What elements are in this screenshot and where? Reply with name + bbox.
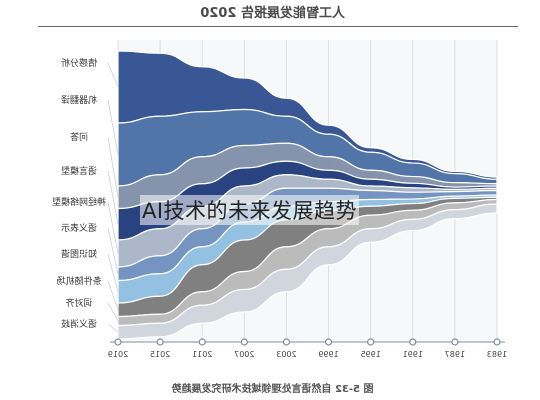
x-tick-marker	[156, 338, 164, 346]
x-tick-marker	[367, 338, 375, 346]
x-tick-label: 1987	[445, 350, 465, 359]
series-label-leader	[107, 170, 119, 225]
x-tick-label: 1991	[403, 350, 423, 359]
series-label: 知识图谱	[61, 248, 97, 260]
x-tick-marker	[114, 338, 122, 346]
x-tick-marker	[282, 338, 291, 346]
series-label-leader	[107, 323, 119, 333]
series-label: 语义表示	[61, 222, 97, 234]
x-tick-label: 1983	[487, 350, 507, 359]
x-tick-label: 1995	[360, 350, 380, 359]
x-tick-label: 2011	[192, 350, 212, 359]
series-label: 机器翻译	[61, 94, 97, 106]
x-tick-marker	[240, 338, 248, 346]
x-tick-marker	[409, 338, 417, 346]
x-tick-label: 2003	[276, 350, 296, 359]
series-label-leader	[107, 201, 119, 254]
series-label: 情感分析	[61, 57, 97, 69]
series-label: 神经网络模型	[52, 196, 106, 208]
series-label: 条件随机场	[56, 275, 101, 287]
overlay-title: AI技术的未来发展趋势	[140, 195, 360, 225]
series-label-leader	[107, 280, 119, 310]
series-label-leader	[107, 99, 119, 155]
x-tick-label: 2015	[150, 350, 170, 359]
series-label-leader	[107, 136, 119, 198]
header-divider	[38, 26, 518, 27]
x-axis: 1983 1987 1991 1995 1999 2003 2007 2011 2015 2019	[108, 338, 507, 359]
x-tick-marker	[451, 338, 459, 346]
series-label: 语义消歧	[61, 318, 97, 330]
series-label-leader	[107, 62, 119, 88]
series-label-leader	[107, 253, 119, 292]
x-tick-marker	[493, 338, 501, 346]
series-label-leader	[107, 302, 119, 322]
series-label: 语言模型	[61, 165, 97, 177]
series-label: 问答	[70, 131, 88, 143]
x-tick-label: 1999	[318, 350, 338, 359]
figure-caption: 图 5-32 自然语言处理领域技术研究发展趋势	[171, 384, 374, 395]
x-tick-label: 2007	[234, 350, 254, 359]
series-label-leader	[107, 227, 119, 274]
x-tick-marker	[198, 338, 206, 346]
series-label: 词对齐	[65, 297, 92, 309]
x-tick-label: 2019	[108, 350, 128, 359]
x-tick-marker	[324, 338, 333, 346]
